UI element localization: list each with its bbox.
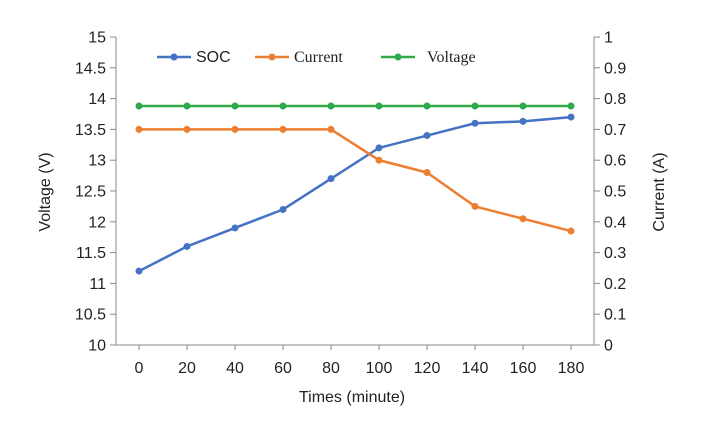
data-point xyxy=(231,224,239,232)
series-layer xyxy=(135,102,575,275)
x-tick-label: 0 xyxy=(135,360,144,377)
legend-swatch-marker xyxy=(268,53,276,61)
series-line-current xyxy=(139,128,572,233)
legend-label: Current xyxy=(294,49,343,66)
x-tick-label: 60 xyxy=(274,360,292,377)
series-line-soc xyxy=(138,115,572,273)
data-point xyxy=(375,156,383,164)
data-point xyxy=(567,113,575,121)
data-point xyxy=(183,242,191,250)
data-point xyxy=(567,227,575,235)
legend-background xyxy=(150,40,508,70)
data-point xyxy=(423,169,431,177)
data-point xyxy=(135,267,143,275)
x-tick-label: 100 xyxy=(366,360,393,377)
y-left-tick-label: 13.5 xyxy=(75,122,106,139)
y-left-tick-label: 12 xyxy=(88,214,106,231)
x-tick-label: 140 xyxy=(462,360,489,377)
x-tick-label: 120 xyxy=(414,360,441,377)
legend-swatch-marker xyxy=(170,53,178,61)
data-point xyxy=(279,102,287,110)
y-left-tick-label: 12.5 xyxy=(75,184,106,201)
y-right-tick-label: 0.5 xyxy=(604,184,626,201)
y-left-tick-label: 15 xyxy=(88,30,106,47)
data-point xyxy=(471,119,479,127)
legend-swatch-marker xyxy=(394,53,402,61)
y-left-tick-label: 11 xyxy=(89,276,106,293)
y-left-tick-label: 10 xyxy=(88,338,106,355)
data-point xyxy=(567,102,575,110)
data-point xyxy=(327,102,335,110)
y-right-tick-label: 0.1 xyxy=(604,307,626,324)
y-left-tick-label: 14 xyxy=(88,91,106,108)
x-tick-label: 80 xyxy=(322,360,340,377)
y-axis-right-title: Current (A) xyxy=(651,152,668,231)
data-point xyxy=(375,144,383,152)
x-tick-label: 40 xyxy=(226,360,244,377)
y-left-tick-label: 13 xyxy=(88,153,106,170)
y-right-tick-label: 0 xyxy=(604,338,613,355)
data-point xyxy=(471,202,479,210)
y-right-tick-label: 1 xyxy=(604,30,613,47)
x-tick-label: 160 xyxy=(510,360,537,377)
data-point xyxy=(519,215,527,223)
y-left-tick-label: 11.5 xyxy=(76,245,106,262)
data-point xyxy=(231,125,239,133)
data-point xyxy=(279,205,287,213)
series-voltage xyxy=(135,102,575,110)
x-axis-title: Times (minute) xyxy=(299,389,405,406)
y-right-tick-label: 0.4 xyxy=(604,214,626,231)
data-point xyxy=(423,132,431,140)
data-point xyxy=(135,125,143,133)
y-right-tick-label: 0.2 xyxy=(604,276,626,293)
data-point xyxy=(327,175,335,183)
data-point xyxy=(183,102,191,110)
data-point xyxy=(423,102,431,110)
y-right-tick-label: 0.8 xyxy=(604,91,626,108)
data-point xyxy=(519,117,527,125)
legend-item-current: Current xyxy=(255,49,343,66)
y-right-tick-label: 0.9 xyxy=(604,60,626,77)
x-tick-label: 20 xyxy=(178,360,196,377)
data-point xyxy=(231,102,239,110)
y-right-tick-label: 0.7 xyxy=(604,122,626,139)
data-point xyxy=(327,125,335,133)
axes: 1010.51111.51212.51313.51414.51500.10.20… xyxy=(75,30,626,378)
series-soc xyxy=(135,113,575,275)
data-point xyxy=(135,102,143,110)
data-point xyxy=(183,125,191,133)
data-point xyxy=(375,102,383,110)
y-right-tick-label: 0.3 xyxy=(604,245,626,262)
data-point xyxy=(279,125,287,133)
data-point xyxy=(471,102,479,110)
legend: SOC Current Voltage xyxy=(150,40,508,70)
legend-label: Voltage xyxy=(427,49,476,66)
y-right-tick-label: 0.6 xyxy=(604,153,626,170)
y-left-tick-label: 10.5 xyxy=(75,307,106,324)
legend-label: SOC xyxy=(196,49,231,66)
data-point xyxy=(519,102,527,110)
series-current xyxy=(135,125,575,235)
y-axis-left-title: Voltage (V) xyxy=(37,152,54,231)
x-tick-label: 180 xyxy=(558,360,585,377)
y-left-tick-label: 14.5 xyxy=(75,60,106,77)
legend-item-soc: SOC xyxy=(157,49,231,66)
legend-item-voltage: Voltage xyxy=(381,49,476,66)
